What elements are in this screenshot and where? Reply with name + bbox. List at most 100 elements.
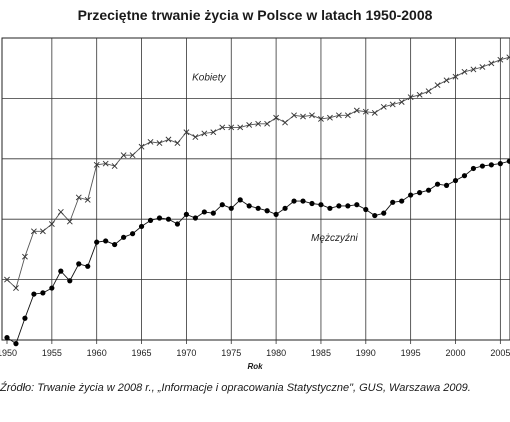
data-point-women <box>335 112 342 119</box>
data-point-men <box>300 198 306 204</box>
data-point-men <box>309 200 315 207</box>
data-point-men <box>372 212 378 219</box>
data-point-women <box>479 64 486 70</box>
data-point-women <box>300 113 306 120</box>
data-point-men <box>13 341 19 347</box>
series-line-1 <box>6 56 510 289</box>
data-point-men <box>497 161 503 167</box>
data-point-women <box>39 228 46 235</box>
series-markers <box>4 54 510 347</box>
grid-lines <box>1 37 510 344</box>
data-point-women <box>4 276 10 283</box>
data-point-men <box>112 241 118 248</box>
data-point-men <box>264 208 270 214</box>
data-point-men <box>461 173 468 179</box>
data-point-women <box>93 161 100 168</box>
data-point-men <box>103 238 109 244</box>
data-point-men <box>67 278 73 284</box>
data-point-men <box>273 211 279 217</box>
data-point-men <box>354 202 360 208</box>
data-point-women <box>84 196 91 203</box>
data-point-women <box>309 112 315 119</box>
data-point-men <box>165 216 172 222</box>
data-point-women <box>264 120 271 127</box>
x-tick-label: 1990 <box>356 348 376 358</box>
x-tick-label: 2000 <box>445 348 465 358</box>
data-point-women <box>497 56 504 63</box>
data-point-women <box>165 136 172 143</box>
series-lines <box>6 56 510 345</box>
data-point-women <box>452 73 459 80</box>
data-point-men <box>282 205 288 211</box>
data-point-men <box>201 209 207 215</box>
data-point-men <box>58 268 64 274</box>
series-line-2 <box>6 160 510 345</box>
data-point-women <box>22 253 28 260</box>
data-point-women <box>174 140 181 147</box>
x-tick-label: 2005 <box>490 348 510 358</box>
data-point-women <box>488 60 495 67</box>
data-point-women <box>246 122 253 128</box>
data-point-men <box>237 197 243 203</box>
data-point-men <box>363 206 369 213</box>
data-point-men <box>399 198 405 204</box>
data-point-men <box>390 199 396 205</box>
data-point-women <box>416 91 423 98</box>
annotation-men: Mężczyźni <box>311 233 358 244</box>
data-point-men <box>94 239 100 245</box>
data-point-women <box>13 285 19 291</box>
data-point-men <box>443 182 450 188</box>
data-point-women <box>237 124 244 131</box>
x-tick-label: 1975 <box>221 348 241 358</box>
data-point-women <box>291 112 297 119</box>
data-point-women <box>470 66 477 73</box>
data-point-women <box>66 218 73 225</box>
data-point-women <box>120 152 127 159</box>
data-point-women <box>353 107 360 114</box>
data-point-men <box>327 205 333 211</box>
data-point-men <box>336 203 342 209</box>
data-point-women <box>389 101 396 108</box>
data-point-men <box>417 190 423 196</box>
data-point-men <box>31 291 37 297</box>
data-point-women <box>380 103 387 110</box>
data-point-women <box>192 134 199 140</box>
data-point-women <box>425 88 432 95</box>
data-point-men <box>76 261 82 267</box>
data-point-women <box>461 68 468 75</box>
data-point-women <box>57 209 64 215</box>
data-point-men <box>156 215 163 221</box>
data-point-men <box>147 217 154 224</box>
data-point-women <box>407 94 414 101</box>
series-annotations: Kobiety Mężczyźni <box>192 72 358 244</box>
data-point-women <box>201 130 208 137</box>
x-tick-label: 1980 <box>266 348 286 358</box>
data-point-men <box>255 205 261 211</box>
data-point-men <box>121 234 127 240</box>
data-point-men <box>183 211 189 217</box>
data-point-women <box>228 124 235 131</box>
data-point-men <box>488 162 494 168</box>
data-point-women <box>318 116 324 122</box>
data-point-women <box>327 114 333 121</box>
data-point-men <box>452 177 459 184</box>
data-point-women <box>344 112 351 119</box>
data-point-men <box>174 221 181 227</box>
plot-frame <box>1 37 510 341</box>
data-point-men <box>49 285 55 291</box>
data-point-men <box>22 315 28 321</box>
data-point-women <box>255 120 262 127</box>
data-point-men <box>381 210 387 216</box>
data-point-women <box>210 129 217 136</box>
data-point-women <box>111 163 118 169</box>
data-point-women <box>48 221 55 227</box>
data-point-women <box>219 124 226 131</box>
data-point-women <box>506 54 510 61</box>
data-point-men <box>219 202 225 208</box>
data-point-men <box>40 290 46 296</box>
data-point-men <box>434 181 441 187</box>
data-point-men <box>138 223 145 230</box>
annotation-women: Kobiety <box>192 72 226 83</box>
x-axis-label: Rok <box>247 362 263 371</box>
